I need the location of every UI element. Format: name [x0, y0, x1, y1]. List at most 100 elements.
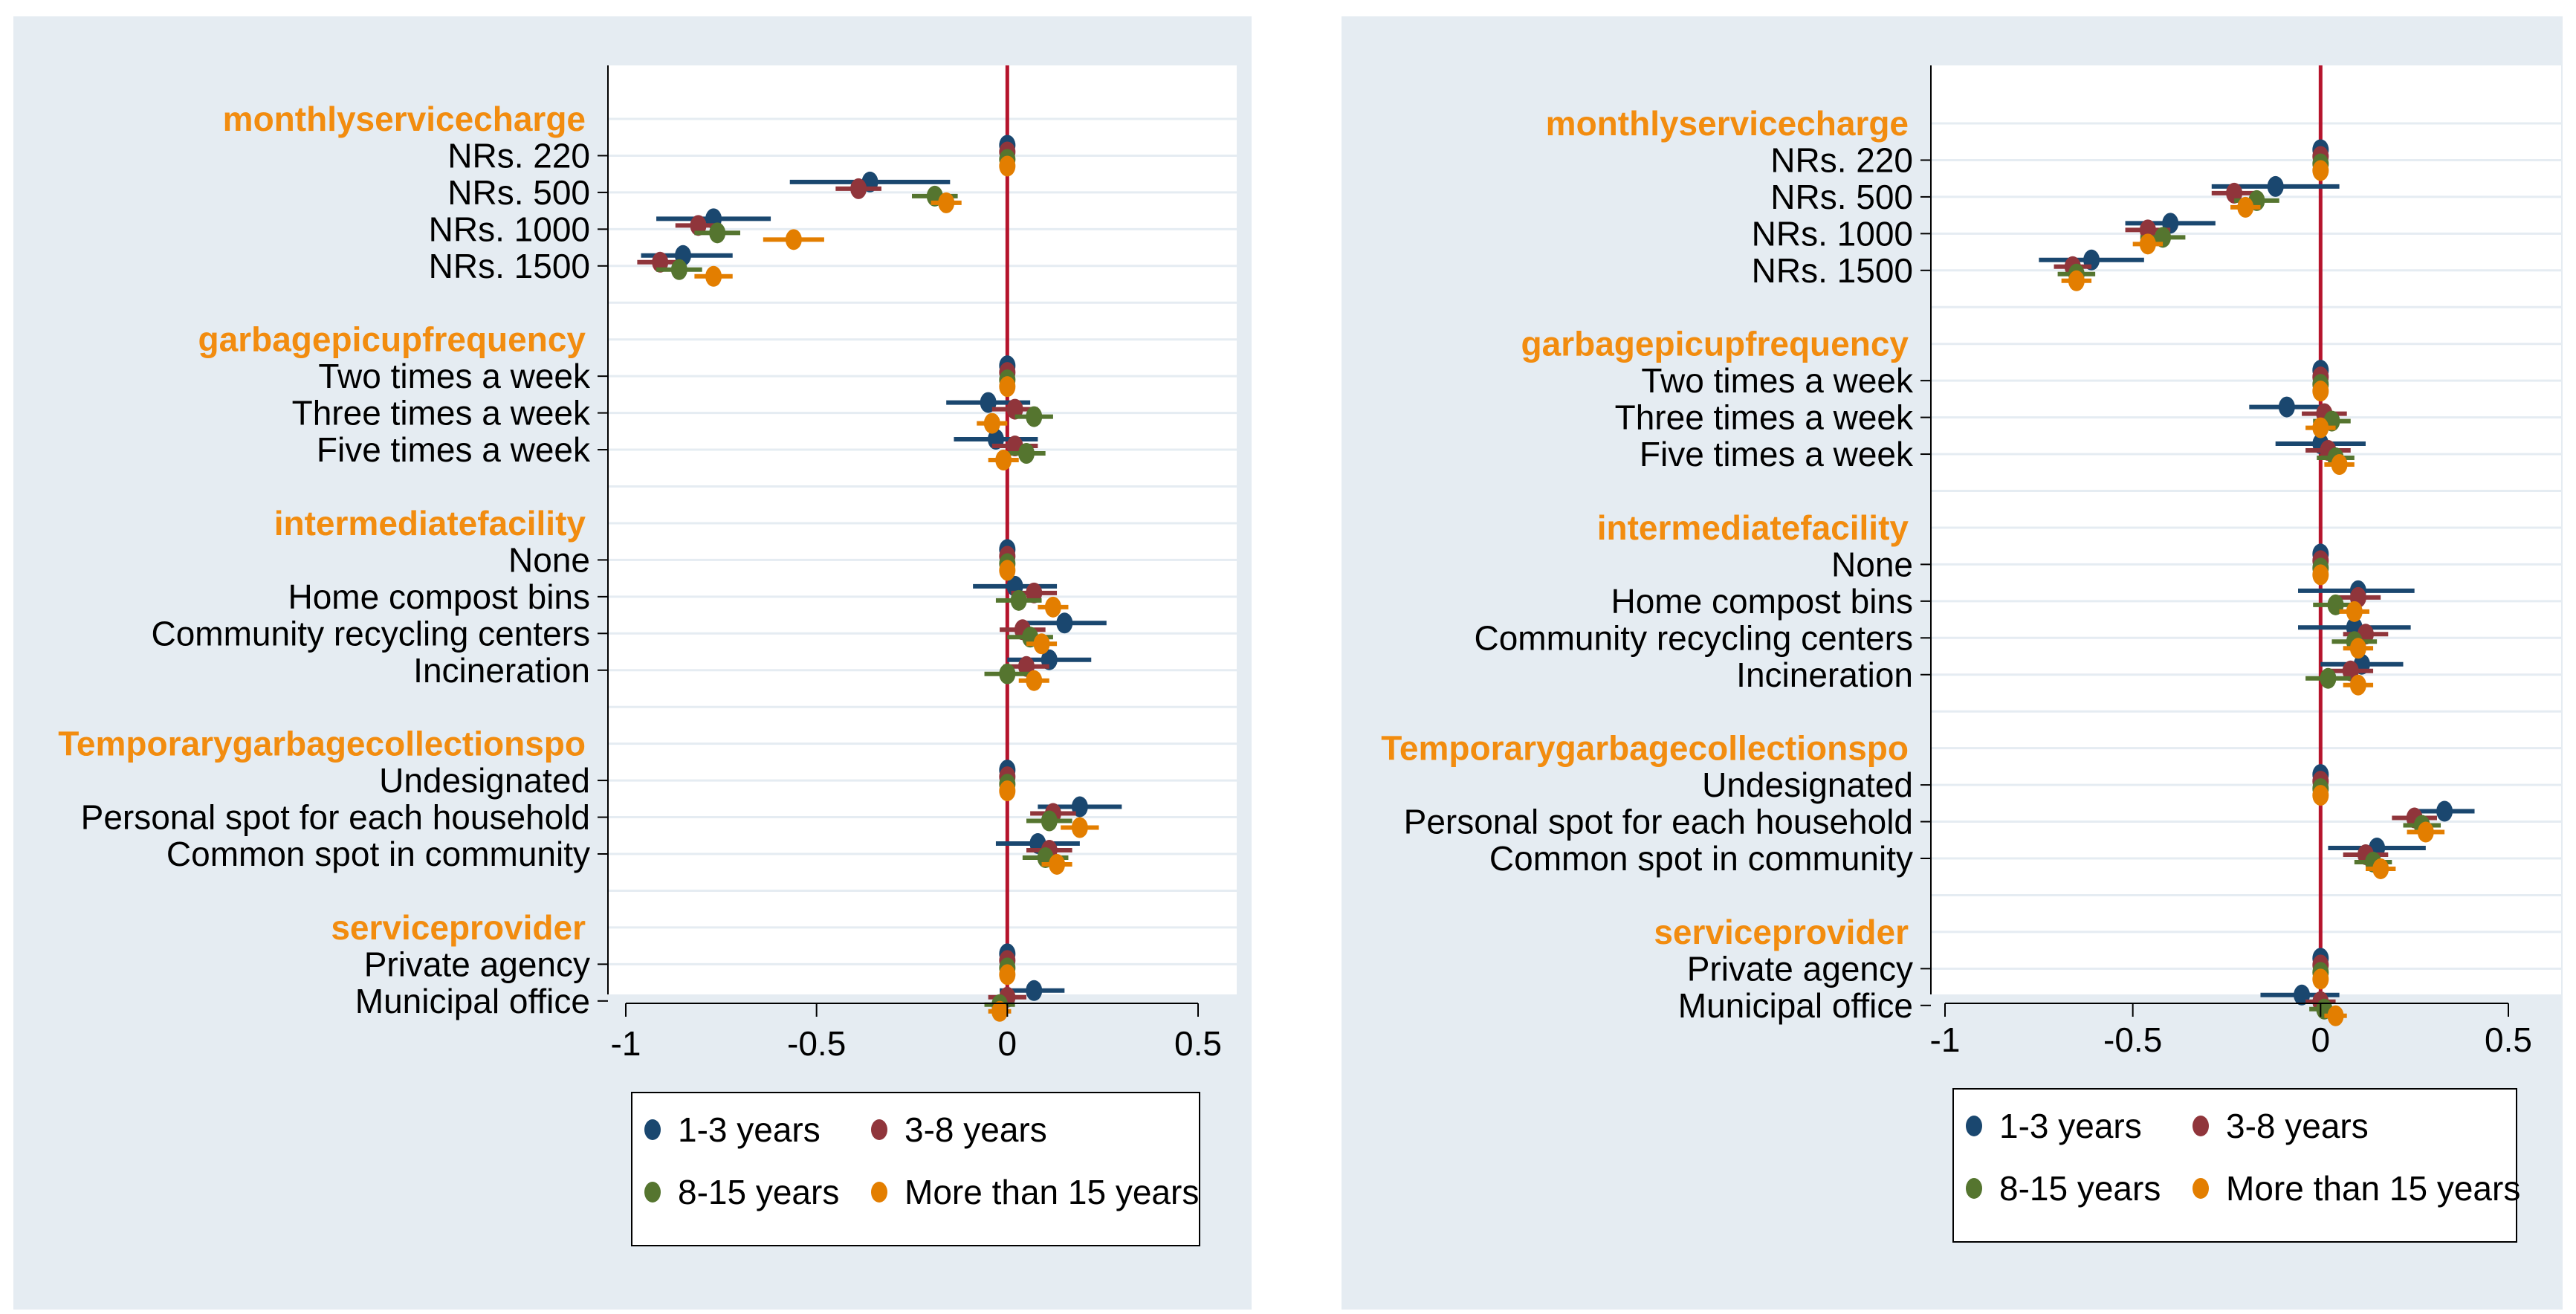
y-tick-label: Personal spot for each household	[81, 798, 590, 837]
x-tick-label: 0	[2311, 1020, 2331, 1059]
point-estimate	[1010, 589, 1027, 611]
legend: 1-3 years 3-8 years 8-15 years More than 15…	[631, 1092, 1200, 1246]
point-estimate	[2267, 175, 2284, 197]
y-tick-label: Common spot in community	[1489, 839, 1913, 878]
point-estimate	[2139, 233, 2156, 255]
group-header: serviceprovider	[331, 908, 586, 947]
legend-label: 1-3 years	[678, 1110, 821, 1149]
point-estimate	[2436, 800, 2453, 822]
point-estimate	[2068, 270, 2085, 291]
y-tick-label: Home compost bins	[1611, 582, 1914, 621]
y-tick-label: Five times a week	[317, 430, 591, 469]
legend-marker	[1966, 1178, 1982, 1199]
group-header: serviceprovider	[1654, 913, 1909, 951]
x-tick-label: 0.5	[2485, 1020, 2532, 1059]
y-tick-label: Private agency	[1687, 949, 1913, 988]
plot-area	[1931, 65, 2561, 994]
point-estimate	[1033, 633, 1050, 655]
x-tick-label: 0.5	[1174, 1024, 1222, 1063]
y-tick-label: Community recycling centers	[1474, 618, 1913, 657]
group-header: garbagepicupfrequency	[1521, 325, 1909, 363]
x-tick-label: -0.5	[787, 1024, 846, 1063]
point-estimate	[850, 178, 867, 199]
legend-marker	[2192, 1116, 2209, 1136]
group-header: intermediatefacility	[1597, 508, 1909, 547]
legend: 1-3 years 3-8 years 8-15 years More than 15…	[1952, 1088, 2520, 1243]
y-tick-label: Five times a week	[1640, 435, 1914, 473]
y-tick-label: NRs. 220	[447, 136, 590, 175]
y-tick-label: Municipal office	[1678, 986, 1913, 1025]
point-estimate	[991, 1000, 1009, 1022]
y-tick-label: NRs. 1000	[429, 210, 590, 248]
point-estimate	[2312, 381, 2329, 402]
point-estimate	[2320, 667, 2337, 689]
point-estimate	[2349, 638, 2366, 659]
legend-label: 3-8 years	[904, 1110, 1047, 1149]
point-estimate	[705, 265, 722, 287]
y-tick-label: Home compost bins	[288, 577, 591, 616]
y-tick-label: NRs. 1500	[1752, 251, 1913, 290]
y-tick-label: Undesignated	[1702, 766, 1913, 804]
y-tick-label: NRs. 500	[1770, 178, 1913, 216]
legend-marker	[644, 1182, 661, 1203]
point-estimate	[2312, 968, 2329, 990]
point-estimate	[1049, 854, 1066, 875]
point-estimate	[1026, 406, 1043, 427]
point-estimate	[995, 450, 1012, 471]
y-tick-label: None	[1831, 545, 1913, 583]
y-tick-label: Common spot in community	[166, 835, 590, 873]
y-tick-label: Community recycling centers	[151, 614, 590, 653]
x-tick-label: -0.5	[2103, 1020, 2162, 1059]
legend-box	[631, 1092, 1200, 1246]
y-tick-label: Three times a week	[292, 394, 591, 433]
legend-label: 1-3 years	[1999, 1107, 2142, 1145]
y-tick-label: Undesignated	[379, 761, 590, 800]
legend-marker	[644, 1119, 661, 1140]
y-tick-label: Incineration	[413, 651, 590, 690]
point-estimate	[999, 155, 1016, 177]
point-estimate	[2372, 858, 2389, 879]
point-estimate	[709, 222, 726, 244]
x-tick-label: -1	[611, 1024, 641, 1063]
x-tick-label: 0	[998, 1024, 1017, 1063]
legend-marker	[1966, 1116, 1982, 1136]
y-tick-label: Personal spot for each household	[1404, 803, 1913, 841]
point-estimate	[1044, 596, 1061, 618]
point-estimate	[1026, 670, 1043, 691]
legend-label: More than 15 years	[904, 1173, 1199, 1211]
point-estimate	[1056, 612, 1073, 634]
point-estimate	[2237, 196, 2254, 218]
y-tick-label: NRs. 220	[1770, 140, 1913, 179]
point-estimate	[2312, 160, 2329, 181]
legend-marker	[871, 1182, 887, 1203]
y-tick-label: NRs. 1000	[1752, 214, 1913, 253]
point-estimate	[999, 964, 1016, 986]
point-estimate	[1041, 810, 1058, 832]
point-estimate	[983, 412, 1000, 434]
y-tick-label: NRs. 1500	[429, 247, 590, 285]
group-header: garbagepicupfrequency	[198, 320, 586, 359]
point-estimate	[1026, 980, 1043, 1001]
group-header: intermediatefacility	[274, 504, 586, 543]
point-estimate	[999, 560, 1016, 581]
legend-marker	[871, 1119, 887, 1140]
point-estimate	[2312, 417, 2329, 438]
y-tick-label: NRs. 500	[447, 173, 590, 212]
y-tick-label: Private agency	[364, 945, 590, 983]
x-tick-label: -1	[1930, 1020, 1961, 1059]
y-tick-label: Incineration	[1736, 656, 1913, 694]
group-header: monthlyservicecharge	[223, 100, 586, 138]
point-estimate	[2349, 674, 2366, 696]
point-estimate	[999, 663, 1016, 684]
y-tick-label: Municipal office	[355, 982, 590, 1020]
legend-label: 8-15 years	[678, 1173, 839, 1211]
point-estimate	[1018, 443, 1035, 465]
group-header: Temporarygarbagecollectionspo	[58, 725, 586, 763]
point-estimate	[785, 229, 802, 250]
point-estimate	[999, 376, 1016, 398]
point-estimate	[938, 192, 955, 213]
legend-label: More than 15 years	[2226, 1169, 2520, 1208]
